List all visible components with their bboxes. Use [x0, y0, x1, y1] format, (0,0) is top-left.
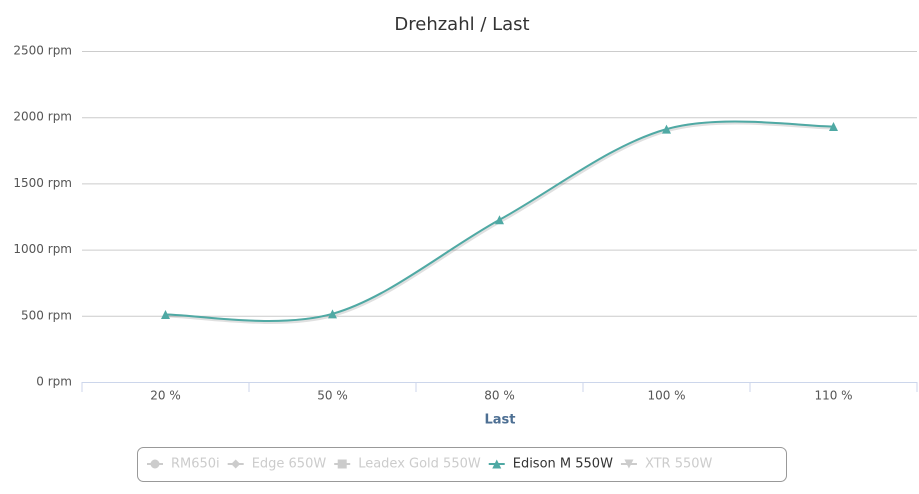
- y-tick-label: 1000 rpm: [13, 242, 72, 256]
- legend-item: Leadex Gold 550W: [358, 457, 481, 472]
- legend-item: Edison M 550W: [513, 457, 613, 472]
- legend-symbol: [624, 459, 634, 469]
- data-point: [662, 124, 671, 134]
- x-tick-label: 80 %: [484, 389, 515, 403]
- legend-symbol: [231, 459, 241, 469]
- data-point: [495, 215, 504, 225]
- x-tick-label: 20 %: [150, 389, 181, 403]
- legend-symbol: [337, 459, 347, 469]
- data-point: [161, 309, 170, 319]
- y-tick-label: 500 rpm: [21, 308, 72, 322]
- x-tick-label: 100 %: [647, 389, 685, 403]
- x-tick-label: 50 %: [317, 389, 348, 403]
- legend-box: [137, 447, 787, 482]
- x-axis-title: Last: [484, 413, 515, 428]
- y-tick-label: 2000 rpm: [13, 110, 72, 124]
- x-tick-label: 110 %: [814, 389, 852, 403]
- legend-item: Edge 650W: [252, 457, 327, 472]
- y-tick-label: 1500 rpm: [13, 176, 72, 190]
- chart-title: Drehzahl / Last: [394, 14, 529, 35]
- legend-symbol: [492, 459, 502, 469]
- legend-symbol: [150, 459, 160, 469]
- data-point: [829, 121, 838, 131]
- y-tick-label: 0 rpm: [36, 375, 72, 389]
- legend-item: XTR 550W: [645, 457, 713, 472]
- data-point: [328, 309, 337, 319]
- legend-item: RM650i: [171, 457, 220, 472]
- y-tick-label: 2500 rpm: [13, 44, 72, 58]
